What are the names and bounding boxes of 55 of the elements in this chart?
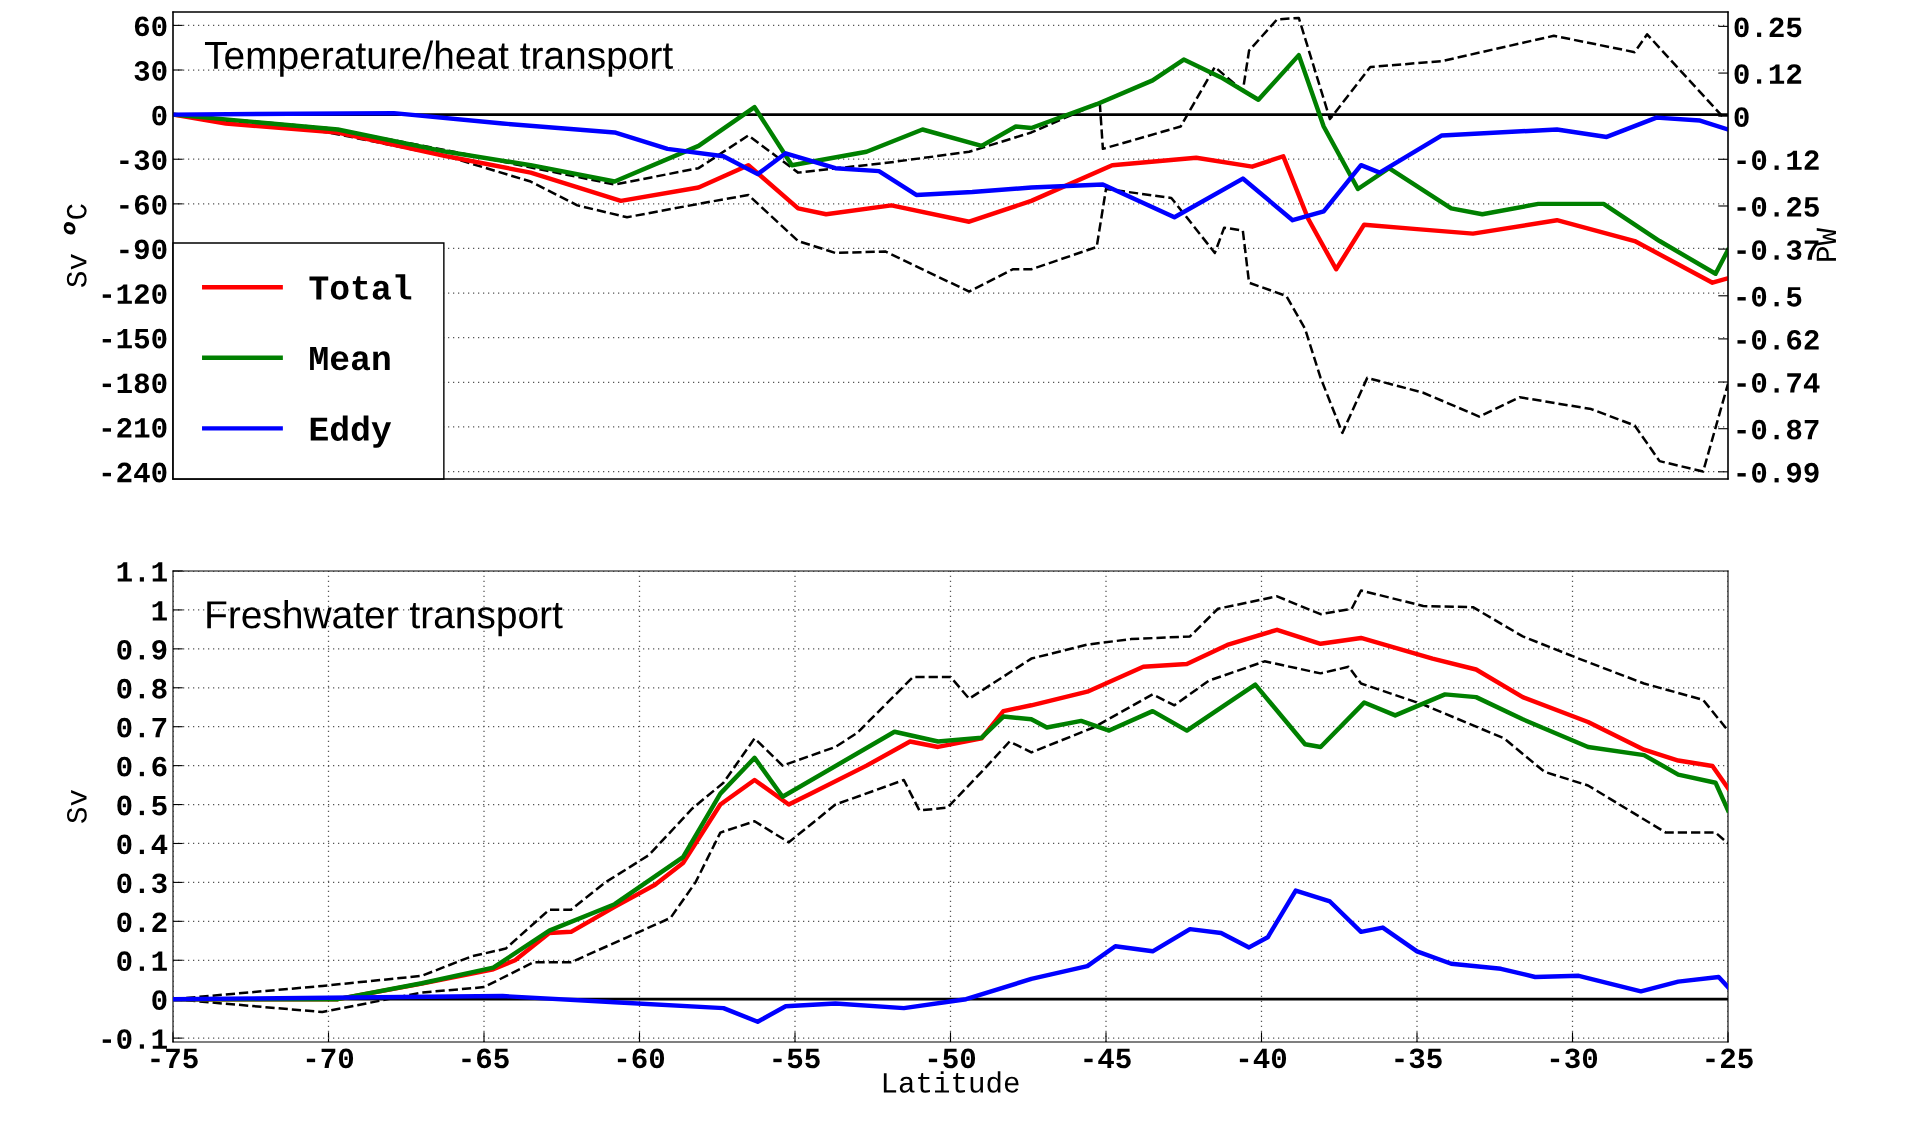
y2-tick-label: -0.12 [1737, 150, 1819, 171]
y2-tick-label: 0.25 [1734, 17, 1802, 38]
x-tick-label: -40 [1239, 1048, 1287, 1069]
y-tick-label: 0.6 [117, 756, 167, 777]
y-tick-label: 1.1 [117, 562, 167, 582]
y2-tick-label: 0.12 [1734, 64, 1802, 84]
y2-tick-label: -0.99 [1737, 462, 1819, 483]
line-series [173, 110, 1728, 223]
y-tick-label: 0.7 [117, 717, 167, 738]
y-tick-label: 60 [134, 16, 167, 37]
y-tick-label: 0.8 [117, 678, 167, 699]
x-tick-label: -75 [151, 1048, 198, 1069]
y-tick-label: 0 [152, 105, 167, 126]
y-tick-label: -30 [120, 150, 167, 171]
x-tick-label: -45 [1084, 1048, 1131, 1069]
x-tick-label: -55 [773, 1048, 820, 1069]
x-tick-label: -30 [1550, 1048, 1598, 1069]
y-tick-label: 0.5 [117, 795, 167, 816]
y-axis-title: Sv [67, 790, 87, 823]
y-tick-label: -210 [102, 418, 167, 438]
y-tick-label: 0.4 [117, 834, 168, 855]
y-tick-label: -0.1 [102, 1029, 167, 1049]
y-tick-label: 1 [152, 601, 167, 621]
legend-label: Eddy [310, 415, 392, 448]
y-tick-label: 0.3 [117, 873, 167, 894]
y-tick-label: 0.1 [117, 951, 167, 972]
y2-tick-label: -0.62 [1737, 329, 1819, 350]
x-tick-label: -60 [617, 1048, 665, 1069]
y-tick-label: 0 [152, 990, 167, 1011]
y-tick-label: -180 [102, 373, 167, 394]
x-tick-label: -35 [1395, 1048, 1442, 1069]
y2-tick-label: -0.25 [1737, 197, 1819, 217]
y-tick-label: -60 [120, 194, 167, 215]
y2-tick-label: 0 [1734, 107, 1749, 128]
y-axis-title: Sv $^{o}$C [63, 204, 87, 287]
y-tick-label: -240 [102, 462, 167, 483]
x-tick-label: -50 [928, 1048, 976, 1069]
text: Freshwater transport [207, 599, 563, 637]
legend-label: Total [309, 274, 412, 300]
text: Temperature/heat transport [204, 40, 673, 77]
line-series [173, 888, 1728, 1024]
legend-label: Mean [310, 347, 390, 371]
x-tick-label: -65 [462, 1048, 509, 1069]
x-axis-title: Latitude [883, 1071, 1019, 1093]
x-tick-label: -25 [1706, 1048, 1753, 1069]
y-tick-label: 0.2 [117, 912, 167, 933]
y2-tick-label: -0.74 [1737, 373, 1820, 393]
y2-tick-label: -0.5 [1737, 286, 1802, 307]
y-tick-label: -90 [120, 239, 167, 260]
y2-tick-label: -0.87 [1737, 419, 1819, 440]
x-tick-label: -70 [306, 1048, 354, 1069]
y-tick-label: 30 [134, 61, 167, 81]
y-tick-label: -150 [102, 328, 167, 349]
y-tick-label: -120 [102, 284, 167, 304]
y-tick-label: 0.9 [117, 639, 167, 660]
